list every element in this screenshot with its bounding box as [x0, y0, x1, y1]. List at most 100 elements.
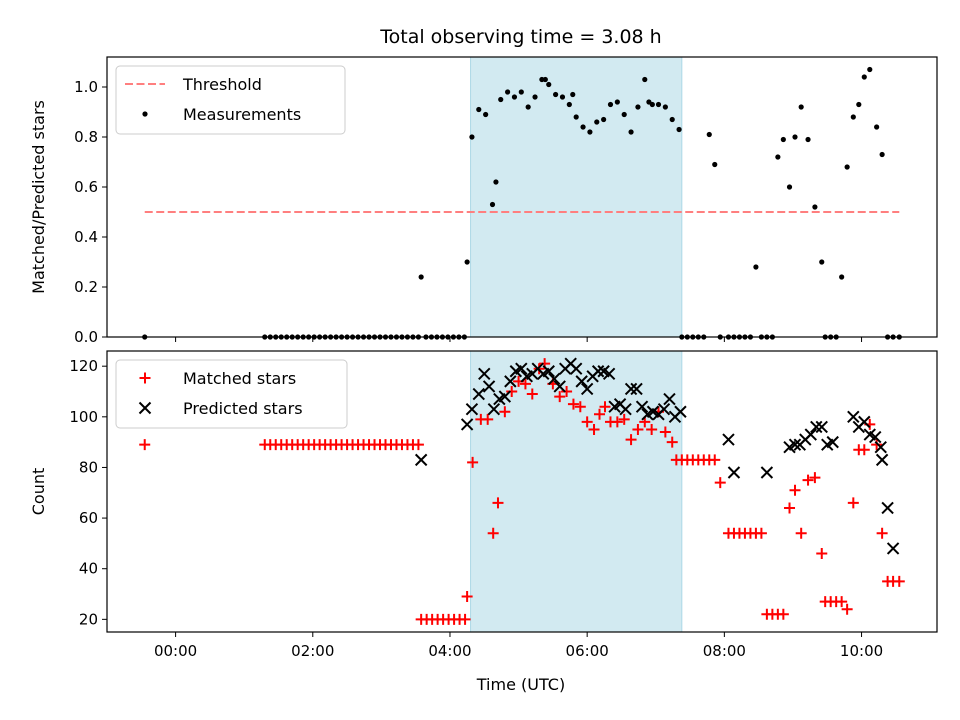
- x-tick-label: 02:00: [291, 642, 334, 660]
- measurements-point: [861, 74, 867, 80]
- matched-stars-point: [836, 596, 848, 608]
- legend-swatch-predicted-stars: [138, 401, 152, 415]
- matched-stars-point: [847, 497, 859, 509]
- measurements-point: [669, 116, 675, 123]
- measurements-point: [511, 94, 518, 100]
- matched-stars-point: [816, 548, 828, 560]
- predicted-stars-point: [575, 375, 588, 388]
- matched-stars-point: [876, 527, 888, 539]
- predicted-stars-point: [569, 362, 583, 375]
- predicted-stars-point: [478, 367, 491, 380]
- x-tick-label: 00:00: [154, 642, 197, 660]
- x-tick-label: 06:00: [566, 642, 609, 660]
- matched-stars-point: [492, 497, 504, 509]
- matched-stars-point: [784, 502, 796, 514]
- measurements-point: [573, 114, 579, 120]
- matched-stars-point: [632, 423, 644, 435]
- predicted-stars-point: [472, 387, 485, 401]
- predicted-stars-point: [881, 501, 894, 515]
- axes-frame: [106, 350, 938, 633]
- x-tick-label: 04:00: [428, 642, 471, 660]
- predicted-stars-point: [624, 382, 638, 396]
- matched-stars-point: [802, 474, 814, 486]
- measurements-point: [594, 119, 600, 125]
- legend-label-matched-stars: Matched stars: [183, 369, 296, 388]
- predicted-stars-point: [515, 362, 528, 375]
- matched-stars-point: [139, 439, 151, 451]
- matched-stars-point: [574, 401, 586, 413]
- measurements-point: [844, 164, 850, 170]
- measurements-point: [775, 154, 781, 160]
- legend-swatch-measurements: [142, 111, 148, 117]
- matched-stars-point: [709, 454, 721, 466]
- y-tick-label: 20: [79, 610, 98, 628]
- matched-stars-point: [795, 527, 807, 539]
- y-tick-label: 0.4: [74, 228, 98, 246]
- matched-stars-point: [482, 413, 494, 425]
- measurements-point: [792, 134, 798, 140]
- y-tick-label: 100: [69, 408, 98, 426]
- predicted-stars-point: [858, 415, 871, 429]
- predicted-stars-point: [826, 435, 839, 449]
- measurements-point: [676, 126, 682, 133]
- predicted-stars-point: [788, 438, 802, 451]
- measurements-point: [812, 204, 818, 210]
- predicted-stars-point: [548, 372, 561, 386]
- predicted-stars-point: [874, 440, 887, 454]
- measurements-point: [780, 136, 786, 143]
- matched-stars-point: [618, 413, 630, 425]
- predicted-stars-point: [804, 428, 817, 441]
- matched-stars-point: [777, 608, 789, 620]
- measurements-point: [476, 106, 482, 113]
- top-panel-y-ticks: 0.0 0.2 0.4 0.6 0.8 1.0: [74, 78, 107, 346]
- matched-stars-point: [714, 477, 726, 489]
- y-tick-label: 40: [79, 560, 98, 578]
- measurements-point: [635, 104, 641, 110]
- matched-stars-point: [561, 386, 573, 398]
- matched-stars-point: [459, 613, 471, 625]
- predicted-stars-point: [414, 453, 428, 467]
- measurements-point: [614, 99, 620, 105]
- matched-stars-point: [588, 423, 600, 435]
- matched-stars-point: [893, 575, 905, 587]
- measurements-point: [655, 101, 662, 108]
- bottom-panel-y-label: Count: [29, 468, 48, 516]
- y-tick-label: 1.0: [74, 78, 98, 96]
- matched-stars-point: [611, 416, 623, 428]
- predicted-stars-point: [847, 410, 860, 424]
- predicted-stars-point: [635, 400, 649, 413]
- measurements-point: [546, 81, 552, 88]
- x-tick-label: 08:00: [703, 642, 746, 660]
- top-panel-legend: Threshold Measurements: [115, 65, 346, 135]
- predicted-stars-point: [482, 380, 496, 393]
- y-tick-label: 60: [79, 509, 98, 527]
- matched-stars-point: [755, 527, 767, 539]
- shaded-interval-band: [470, 57, 682, 337]
- bottom-panel-x-ticks: 00:00 02:00 04:00 06:00 08:00 10:00: [154, 632, 883, 660]
- matched-stars-point: [659, 426, 671, 438]
- measurements-point: [607, 101, 614, 108]
- matched-stars-point: [594, 408, 606, 420]
- predicted-stars-point: [815, 420, 828, 434]
- matched-stars-point: [554, 391, 566, 403]
- measurements-point: [525, 104, 531, 110]
- measurements-point: [649, 101, 655, 108]
- bottom-panel-marks: [139, 357, 905, 625]
- top-panel-y-label: Matched/Predicted stars: [29, 100, 48, 294]
- measurements-point: [483, 111, 489, 118]
- top-panel-x-ticks: [175, 337, 863, 342]
- measurements-point: [418, 274, 424, 280]
- measurements-point: [850, 114, 856, 120]
- bottom-panel-counts: 00:00 02:00 04:00 06:00 08:00 10:00 20 40 60 80 1…: [29, 350, 938, 660]
- predicted-stars-point: [487, 403, 501, 416]
- legend-box: [115, 65, 346, 135]
- top-panel-frame: [106, 56, 938, 338]
- y-tick-label: 80: [79, 458, 98, 476]
- matched-stars-point: [499, 406, 511, 418]
- measurements-point: [504, 89, 511, 95]
- predicted-stars-point: [657, 403, 671, 416]
- matched-stars-point: [666, 436, 678, 448]
- predicted-stars-point: [869, 430, 882, 444]
- predicted-stars-point: [504, 375, 517, 388]
